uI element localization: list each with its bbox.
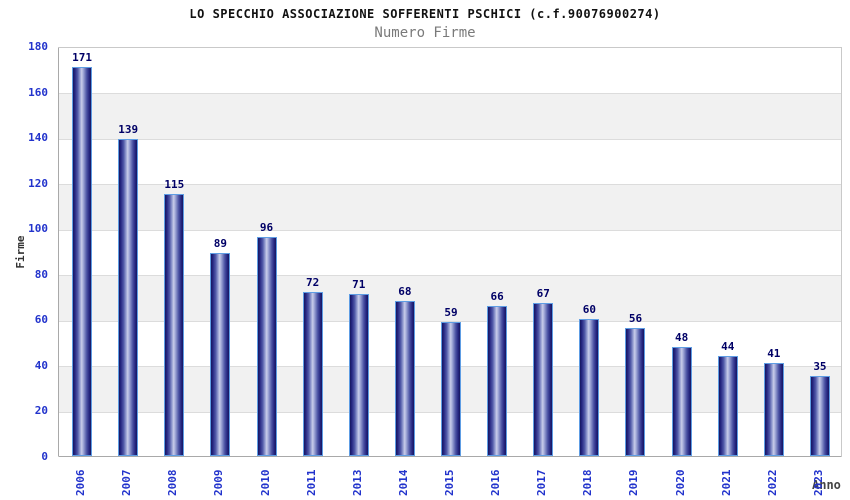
bar-2008 — [164, 194, 185, 456]
x-tick-label: 2009 — [212, 469, 226, 497]
y-tick-label: 80 — [34, 267, 48, 281]
y-tick-label: 20 — [34, 404, 48, 418]
bar-2017 — [533, 303, 554, 456]
bar-value-label: 44 — [721, 339, 735, 353]
bar-value-label: 35 — [813, 360, 827, 374]
gridline — [59, 93, 841, 95]
bar-value-label: 60 — [582, 303, 596, 317]
x-tick-label: 2015 — [443, 469, 456, 497]
x-tick-label: 2023 — [811, 469, 825, 497]
x-tick-label: 2008 — [166, 469, 180, 497]
bar-value-label: 115 — [164, 178, 185, 192]
bar-value-label: 171 — [72, 50, 92, 64]
x-tick-label: 2010 — [258, 469, 272, 497]
bar-2014 — [394, 301, 415, 456]
chart-subtitle: Numero Firme — [374, 25, 476, 41]
bar-value-label: 41 — [767, 346, 781, 360]
bar-2019 — [625, 328, 646, 456]
bar-2022 — [763, 362, 784, 456]
bar-value-label: 68 — [398, 285, 412, 299]
x-tick-label: 2007 — [120, 469, 134, 497]
x-tick-label: 2011 — [304, 469, 318, 497]
bar-2021 — [717, 355, 738, 456]
gridline — [59, 275, 841, 277]
y-tick-label: 40 — [34, 358, 48, 372]
bar-value-label: 89 — [213, 237, 228, 251]
bar-value-label: 139 — [118, 123, 139, 137]
x-tick-label: 2017 — [535, 469, 549, 497]
bar-2020 — [671, 346, 692, 456]
y-tick-label: 120 — [28, 176, 48, 190]
bar-value-label: 71 — [352, 278, 366, 292]
x-tick-label: 2018 — [581, 469, 595, 497]
x-tick-label: 2021 — [719, 469, 733, 497]
gridline — [59, 138, 841, 140]
bar-value-label: 59 — [444, 305, 458, 319]
bar-2013 — [348, 294, 369, 456]
x-tick-label: 2013 — [350, 469, 364, 497]
bar-2018 — [579, 319, 600, 456]
bar-value-label: 67 — [536, 287, 550, 301]
bar-2016 — [487, 305, 508, 456]
x-axis-line — [59, 456, 841, 457]
y-tick-label: 60 — [34, 313, 48, 327]
bar-2006 — [72, 66, 93, 456]
chart-title: LO SPECCHIO ASSOCIAZIONE SOFFERENTI PSCH… — [189, 7, 661, 21]
x-tick-label: 2022 — [765, 469, 779, 497]
gridline — [59, 229, 841, 231]
x-tick-label: 2020 — [673, 469, 687, 497]
y-axis-line — [58, 48, 59, 456]
y-tick-label: 0 — [41, 450, 48, 463]
y-axis-title: Firme — [14, 235, 27, 269]
bar-2010 — [256, 237, 277, 456]
bar-2015 — [441, 321, 461, 456]
x-tick-label: 2016 — [489, 469, 503, 497]
x-tick-label: 2006 — [74, 469, 88, 497]
x-tick-label: 2014 — [396, 469, 410, 497]
bar-value-label: 72 — [306, 276, 320, 289]
bar-2007 — [118, 139, 139, 456]
gridline — [59, 320, 841, 322]
bar-value-label: 66 — [490, 289, 504, 303]
gridline — [59, 184, 841, 186]
y-tick-label: 180 — [28, 40, 48, 53]
bar-2011 — [302, 292, 323, 456]
bar-value-label: 56 — [628, 312, 643, 326]
bar-2023 — [809, 376, 830, 456]
x-tick-label: 2019 — [627, 469, 641, 497]
y-tick-label: 140 — [28, 131, 48, 145]
plot-area: 171 139 115 89 96 72 71 68 59 66 67 60 56 48 44 41 35 — [58, 47, 842, 457]
bar-value-label: 48 — [674, 330, 689, 344]
y-tick-label: 100 — [28, 222, 48, 236]
bar-2009 — [210, 253, 231, 456]
bar-value-label: 96 — [259, 221, 274, 235]
y-tick-label: 160 — [28, 85, 48, 99]
x-axis-title: Anno — [812, 478, 841, 492]
